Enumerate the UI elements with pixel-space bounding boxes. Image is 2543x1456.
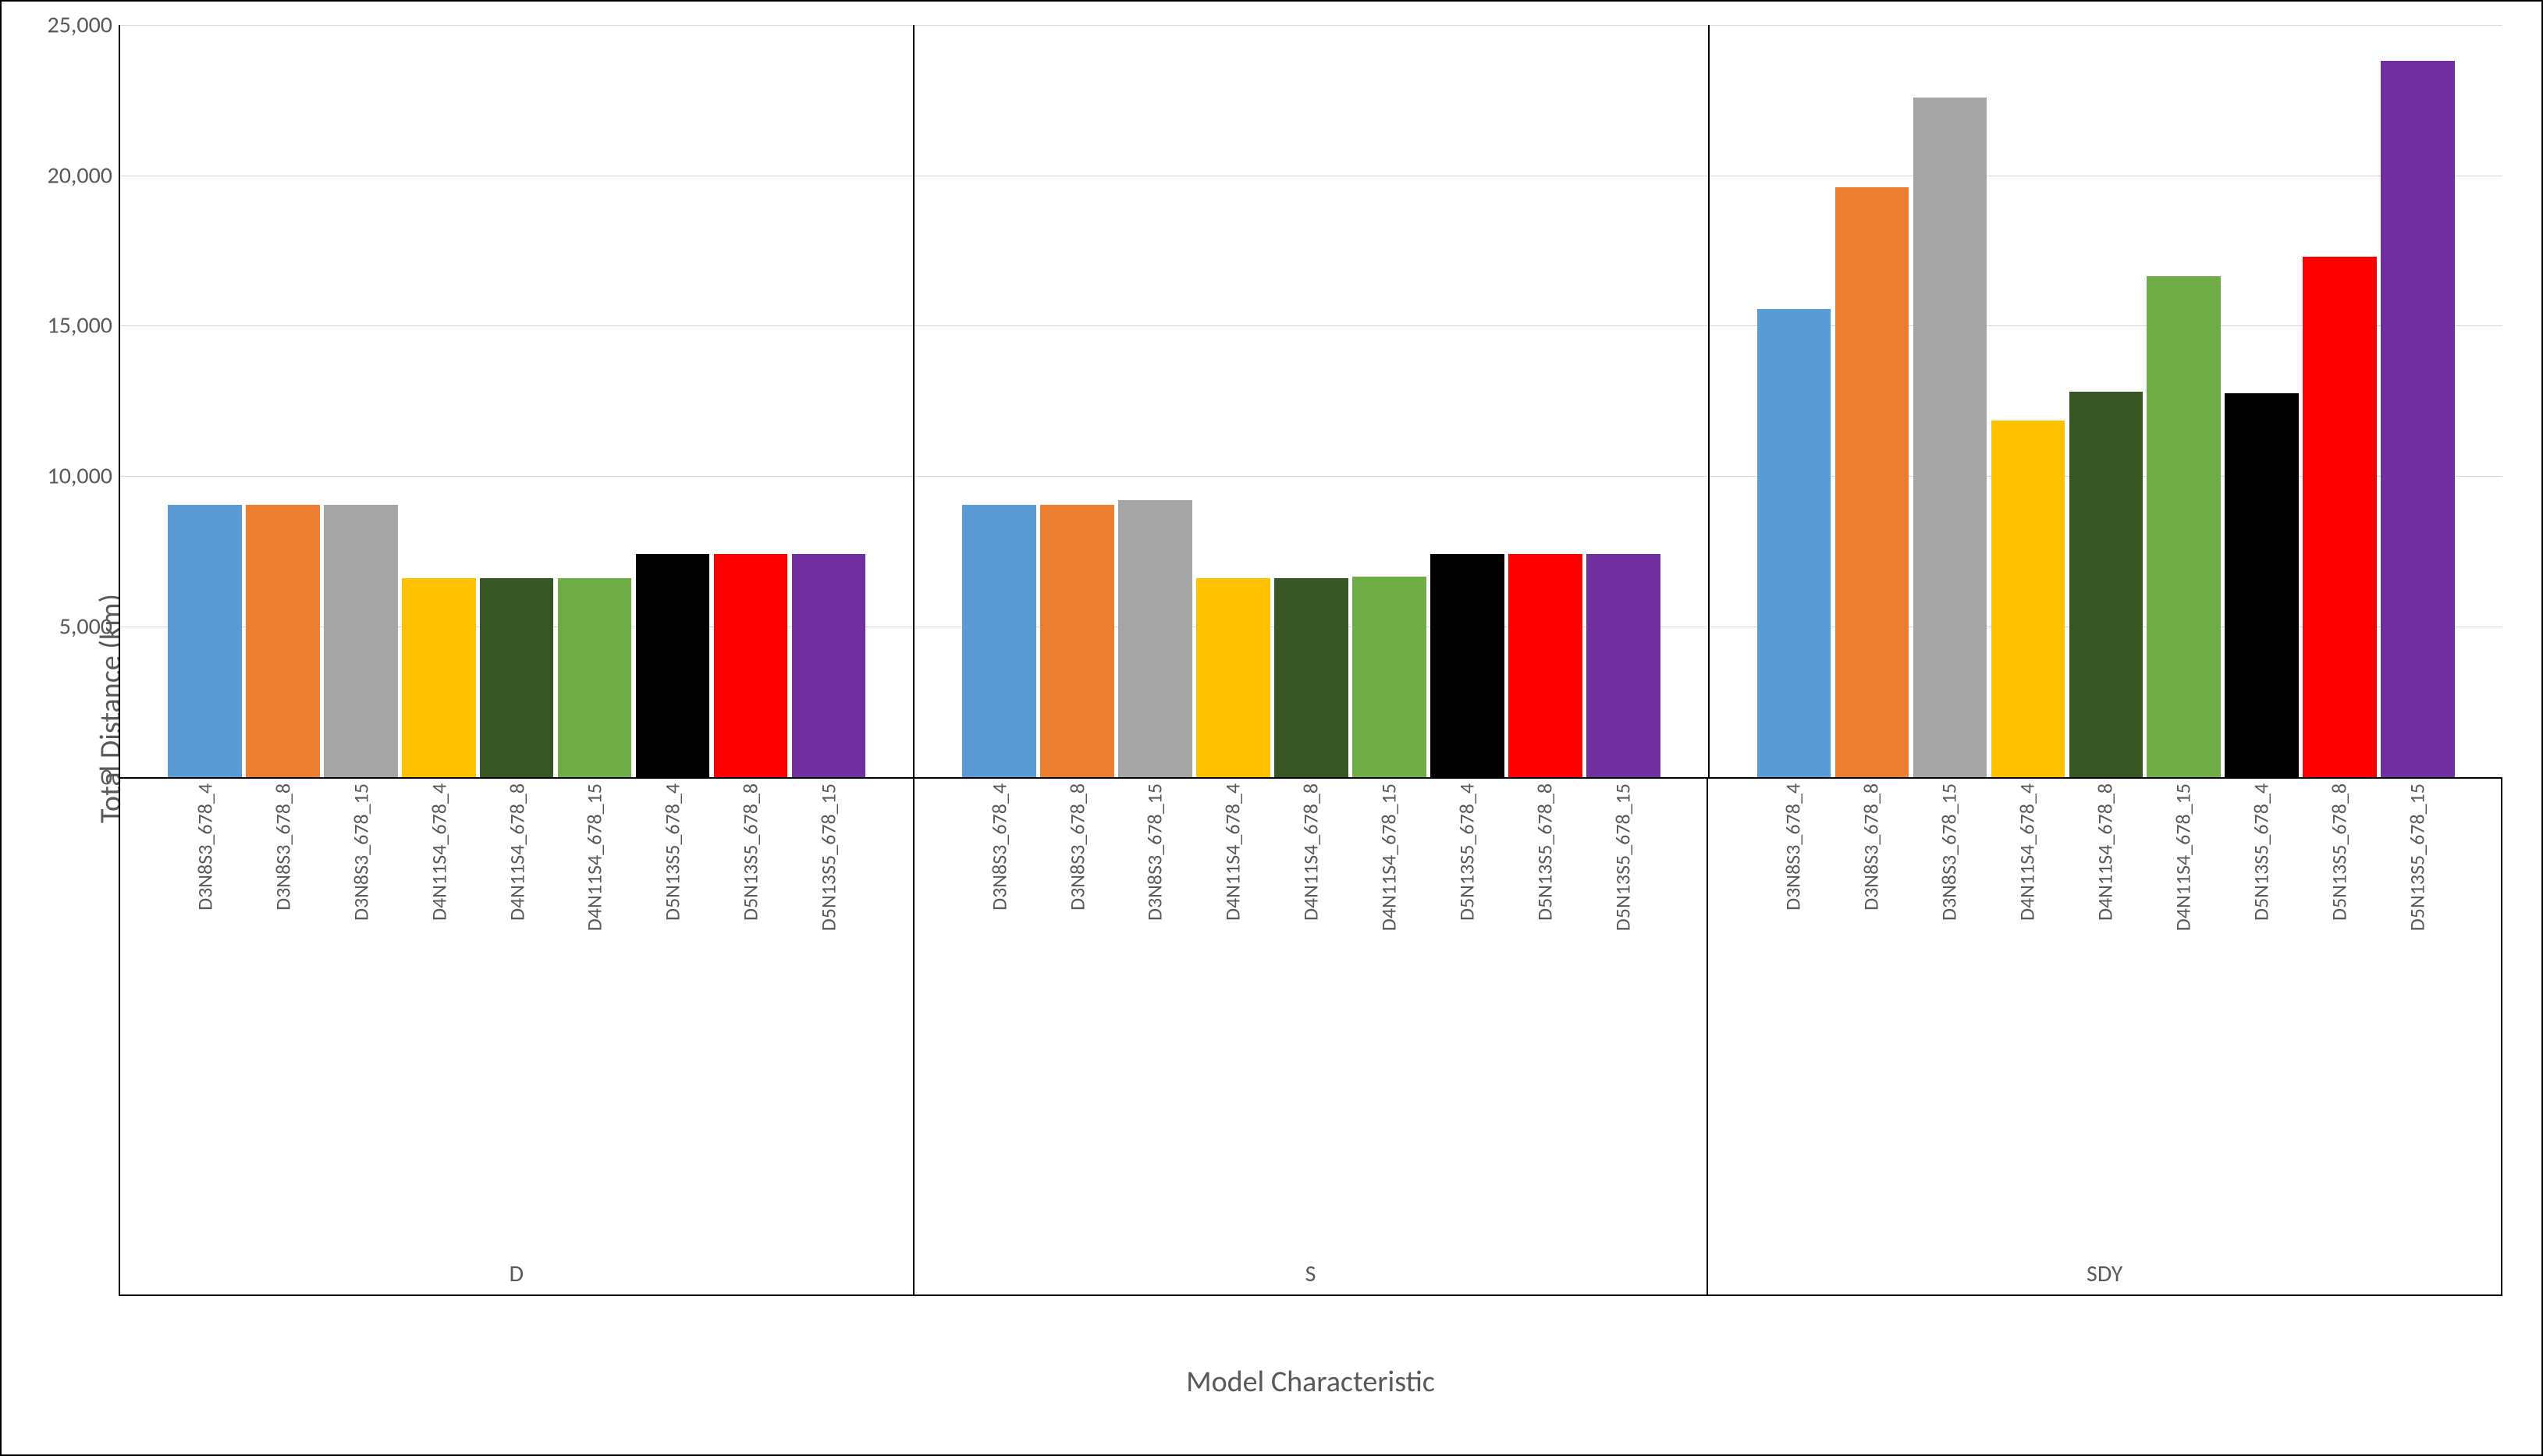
- bar: [1991, 421, 2065, 777]
- y-tick-label: 0: [101, 762, 120, 791]
- bar: [1118, 500, 1192, 777]
- bar: [2069, 392, 2143, 776]
- bar: [2225, 393, 2299, 776]
- bar: [1913, 98, 1987, 777]
- bar-group: [915, 25, 1709, 777]
- bar: [1352, 577, 1426, 776]
- bar: [402, 578, 476, 776]
- category-label: D5N13S5_678_15: [791, 783, 865, 931]
- category-label: D5N13S5_678_15: [1586, 783, 1660, 931]
- x-labels-container: D3N8S3_678_4D3N8S3_678_8D3N8S3_678_15D4N…: [119, 777, 2502, 1297]
- bar: [1835, 187, 1909, 776]
- bar: [1586, 554, 1660, 776]
- category-label: D3N8S3_678_4: [168, 783, 242, 911]
- y-tick-label: 5,000: [59, 612, 120, 641]
- bar-group: [1710, 25, 2502, 777]
- bar: [2381, 61, 2455, 776]
- group-label: D: [120, 1255, 913, 1294]
- bar-group-inner: [915, 25, 1707, 777]
- category-labels: D3N8S3_678_4D3N8S3_678_8D3N8S3_678_15D4N…: [120, 777, 913, 1255]
- bar-group: [120, 25, 915, 777]
- bar-group-inner: [120, 25, 913, 777]
- category-label: D4N11S4_678_15: [1351, 783, 1426, 931]
- bar: [2303, 257, 2377, 777]
- x-axis-title: Model Characteristic: [1186, 1364, 1435, 1400]
- labels-group: D3N8S3_678_4D3N8S3_678_8D3N8S3_678_15D4N…: [915, 777, 1709, 1297]
- y-tick-label: 15,000: [47, 311, 120, 340]
- category-label: D5N13S5_678_4: [2224, 783, 2298, 921]
- category-label: D5N13S5_678_15: [2380, 783, 2454, 931]
- bar: [1040, 505, 1114, 777]
- category-label: D3N8S3_678_4: [1756, 783, 1830, 911]
- category-label: D4N11S4_678_4: [1990, 783, 2064, 921]
- bar: [714, 554, 788, 776]
- category-labels: D3N8S3_678_4D3N8S3_678_8D3N8S3_678_15D4N…: [915, 777, 1707, 1255]
- bar-group-inner: [1710, 25, 2502, 777]
- category-label: D4N11S4_678_15: [557, 783, 631, 931]
- category-label: D5N13S5_678_8: [2302, 783, 2376, 921]
- bar: [168, 505, 242, 777]
- category-label: D3N8S3_678_8: [1834, 783, 1908, 911]
- category-label: D3N8S3_678_8: [246, 783, 320, 911]
- category-label: D3N8S3_678_15: [1912, 783, 1986, 921]
- category-label: D4N11S4_678_8: [2068, 783, 2142, 921]
- y-tick-label: 20,000: [47, 161, 120, 190]
- category-label: D3N8S3_678_15: [1117, 783, 1192, 921]
- chart-inner: Total Distance (km) 05,00010,00015,00020…: [25, 17, 2518, 1439]
- bar: [324, 505, 398, 777]
- category-label: D5N13S5_678_8: [1508, 783, 1582, 921]
- bar: [1757, 309, 1831, 776]
- category-label: D5N13S5_678_4: [1430, 783, 1504, 921]
- bar: [246, 505, 320, 777]
- category-label: D3N8S3_678_4: [962, 783, 1036, 911]
- category-label: D5N13S5_678_4: [635, 783, 709, 921]
- category-label: D3N8S3_678_8: [1040, 783, 1114, 911]
- y-tick-label: 10,000: [47, 462, 120, 491]
- category-label: D5N13S5_678_8: [713, 783, 787, 921]
- category-label: D4N11S4_678_4: [1195, 783, 1270, 921]
- category-label: D4N11S4_678_8: [480, 783, 554, 921]
- bar: [962, 505, 1036, 777]
- bar: [792, 554, 866, 776]
- plot-wrap: Total Distance (km) 05,00010,00015,00020…: [119, 25, 2502, 1392]
- category-label: D4N11S4_678_8: [1273, 783, 1348, 921]
- group-label: SDY: [1708, 1255, 2501, 1294]
- bar: [1196, 578, 1270, 776]
- category-label: D3N8S3_678_15: [324, 783, 398, 921]
- plot-area: 05,00010,00015,00020,00025,000: [119, 25, 2502, 779]
- bars-container: [120, 25, 2502, 777]
- bar: [1274, 578, 1348, 776]
- bar: [558, 578, 632, 776]
- labels-group: D3N8S3_678_4D3N8S3_678_8D3N8S3_678_15D4N…: [119, 777, 915, 1297]
- bar: [480, 578, 554, 776]
- category-label: D4N11S4_678_15: [2146, 783, 2220, 931]
- bar: [636, 554, 710, 776]
- category-label: D4N11S4_678_4: [402, 783, 476, 921]
- chart-frame: Total Distance (km) 05,00010,00015,00020…: [0, 0, 2543, 1456]
- bar: [2147, 276, 2221, 777]
- group-label: S: [915, 1255, 1707, 1294]
- labels-group: D3N8S3_678_4D3N8S3_678_8D3N8S3_678_15D4N…: [1708, 777, 2502, 1297]
- bar: [1430, 554, 1504, 776]
- y-tick-label: 25,000: [47, 11, 120, 40]
- bar: [1508, 554, 1582, 776]
- category-labels: D3N8S3_678_4D3N8S3_678_8D3N8S3_678_15D4N…: [1708, 777, 2501, 1255]
